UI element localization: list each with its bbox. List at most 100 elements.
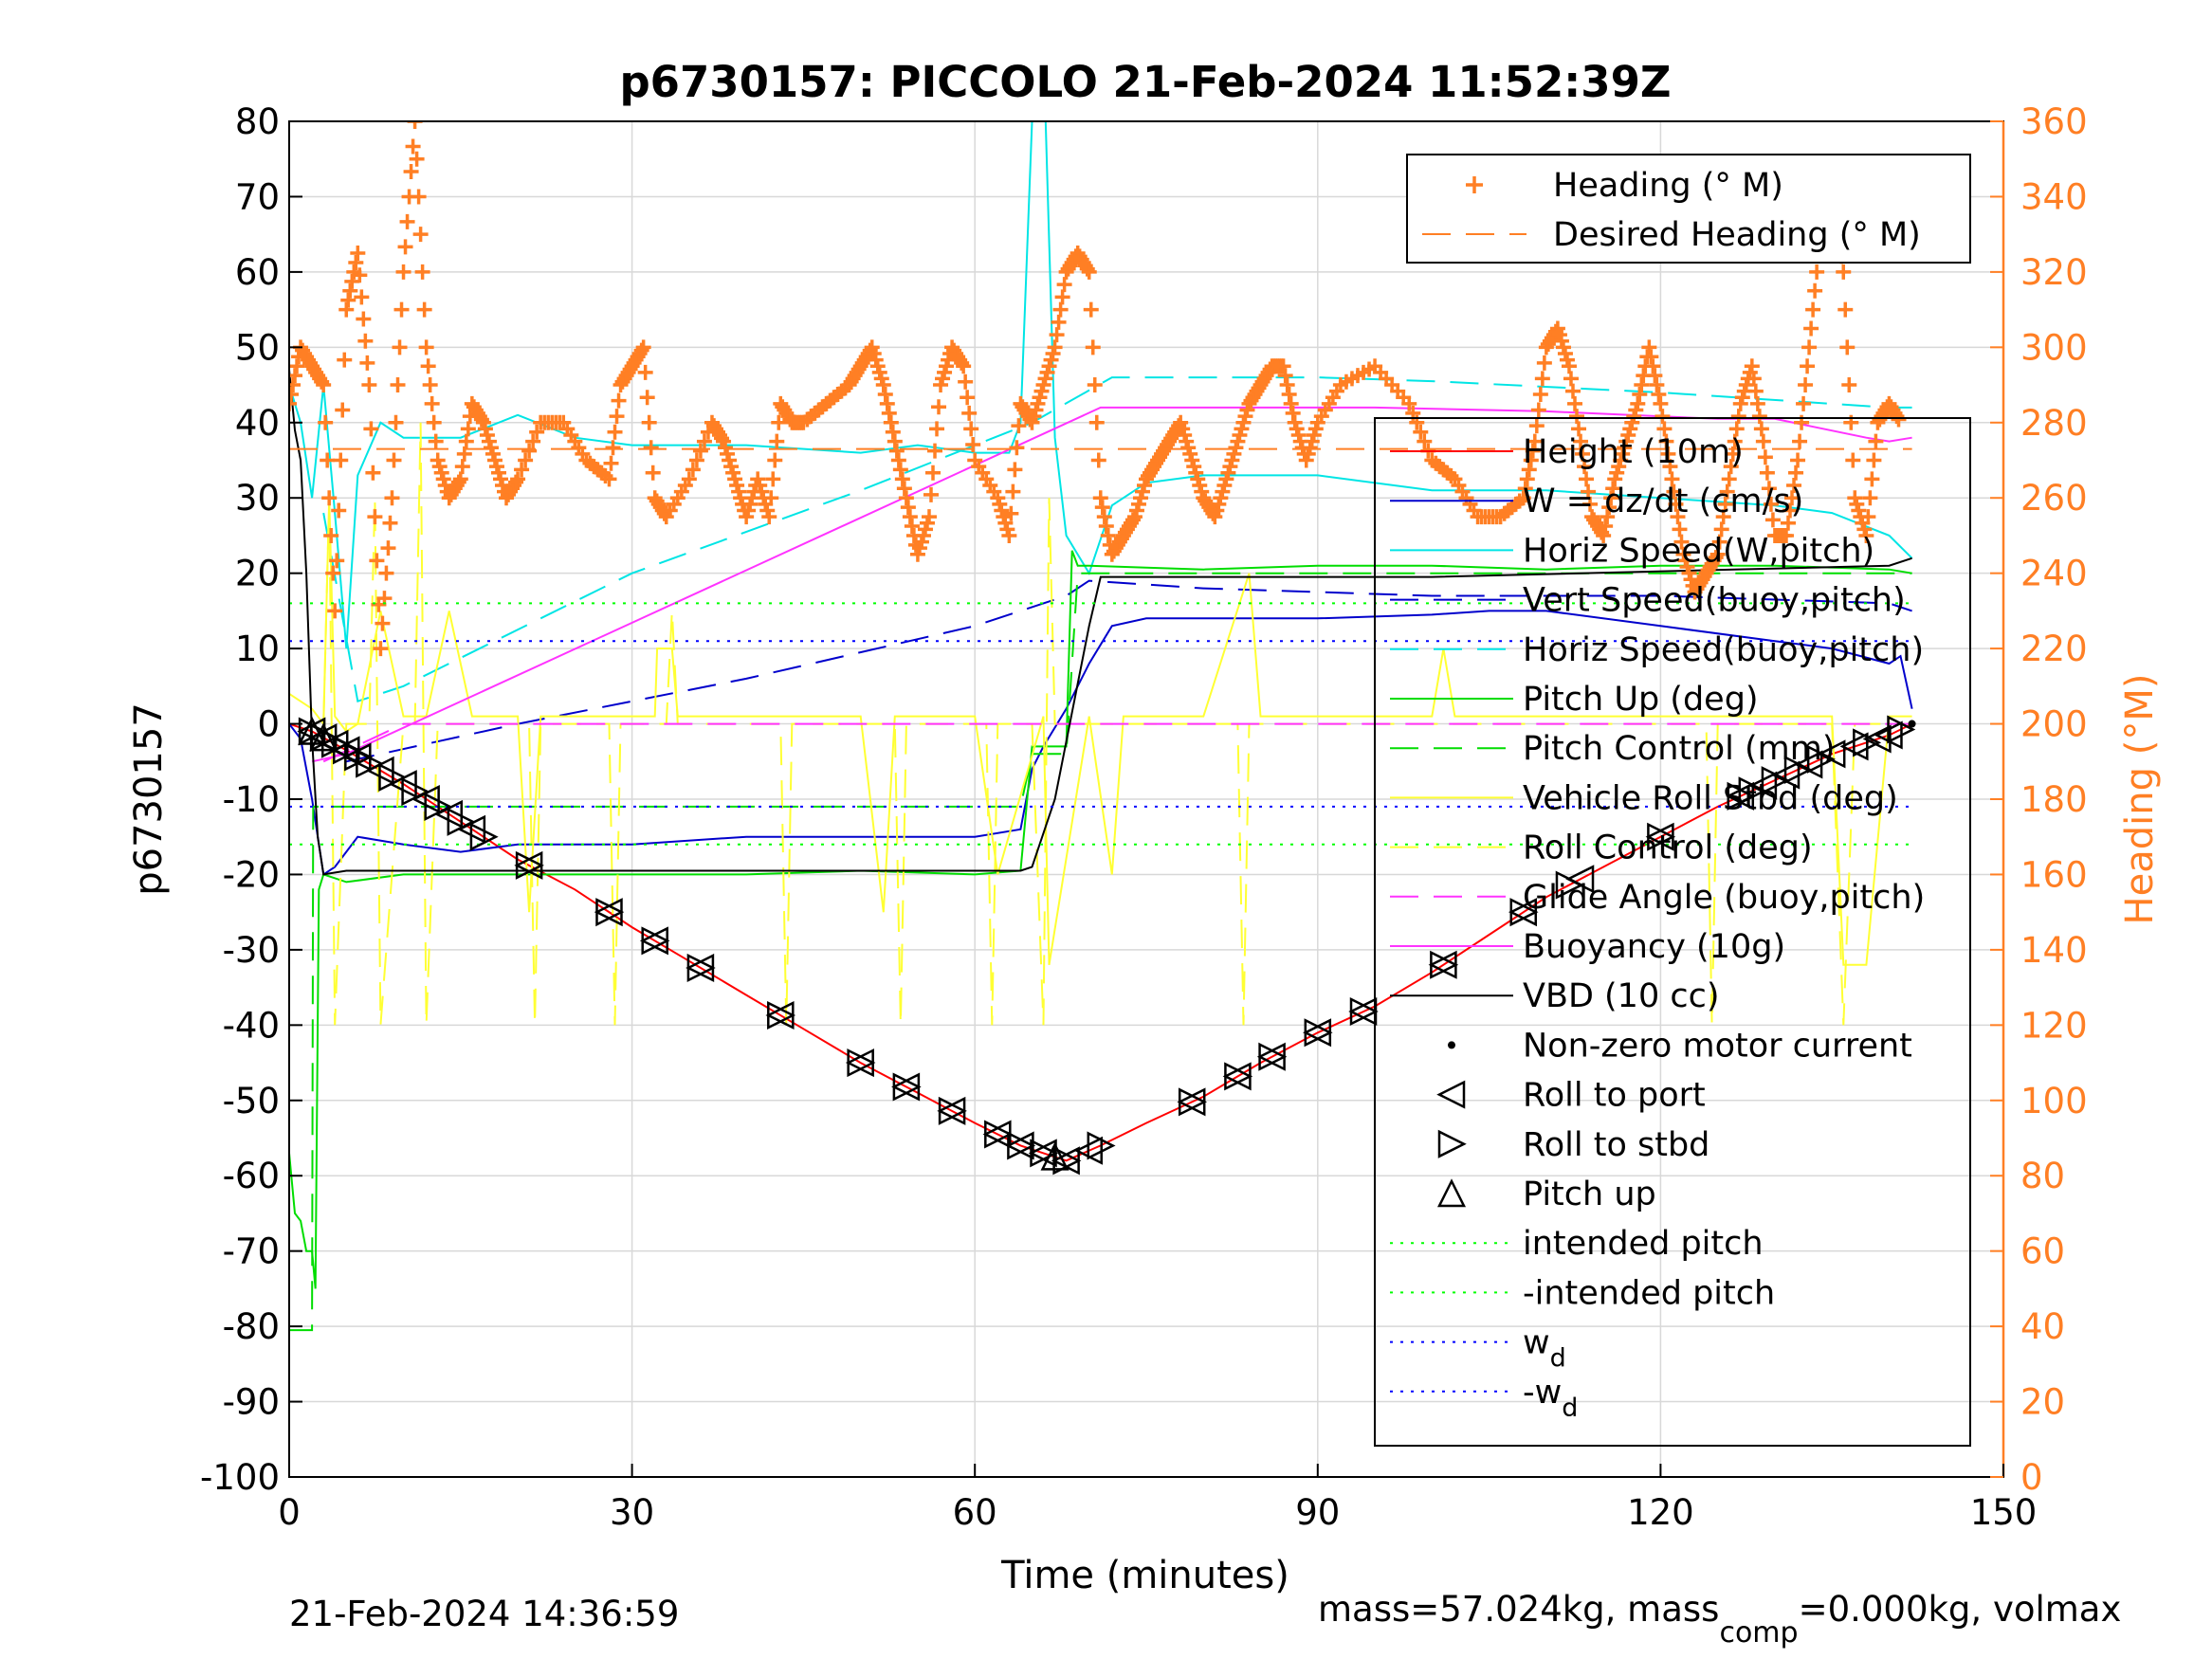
legend-main-entry: Vert Speed(buoy,pitch): [1523, 582, 1906, 620]
y-tick-label-left: -50: [223, 1081, 280, 1121]
heading-point: [321, 490, 338, 506]
x-tick-label: 30: [610, 1492, 654, 1533]
heading-point: [1005, 483, 1021, 500]
heading-point: [1579, 471, 1595, 487]
legend-main-entry: Roll to port: [1523, 1077, 1706, 1115]
y-tick-label-left: 30: [235, 478, 280, 519]
heading-point: [510, 471, 526, 487]
heading-point: [518, 452, 534, 468]
heading-point: [1525, 443, 1541, 459]
heading-point: [414, 264, 430, 280]
legend-swatch: [1436, 1080, 1466, 1109]
heading-point: [890, 452, 906, 468]
y-tick-label-right: 140: [2020, 930, 2088, 971]
y-tick-label-left: 20: [235, 554, 280, 594]
heading-point: [1600, 509, 1616, 525]
heading-point: [1281, 386, 1297, 402]
heading-point: [1634, 377, 1650, 393]
legend-main-entry: Pitch Up (deg): [1523, 681, 1759, 719]
y-axis-label-right: Heading (°M): [2118, 674, 2162, 925]
heading-point: [1662, 459, 1678, 475]
heading-point: [1096, 509, 1112, 525]
y-tick-label-right: 100: [2020, 1081, 2088, 1121]
heading-point: [1651, 386, 1667, 402]
legend-subscript: d: [1562, 1394, 1578, 1423]
roll-to-stbd-marker: [1783, 755, 1813, 785]
y-tick-label-left: -10: [223, 779, 280, 820]
heading-point: [1664, 471, 1680, 487]
heading-point: [344, 273, 360, 289]
x-tick-label: 60: [953, 1492, 997, 1533]
heading-point: [1836, 264, 1852, 280]
heading-point: [896, 481, 912, 497]
heading-point: [1788, 465, 1804, 481]
y-tick-label-right: 220: [2020, 629, 2088, 669]
roll-to-stbd-marker: [641, 926, 670, 956]
heading-point: [1647, 368, 1663, 384]
heading-point: [373, 641, 389, 657]
heading-point: [761, 509, 777, 525]
heading-point: [881, 405, 897, 421]
series-vehicle-roll-stbd-deg: [289, 498, 1912, 966]
x-tick-label: 120: [1627, 1492, 1694, 1533]
footer-mass: mass=57.024kg, masscomp=0.000kg, volmax: [1318, 1589, 2121, 1650]
roll-to-stbd-marker: [1555, 870, 1584, 900]
heading-point: [603, 455, 619, 471]
legend-main-entry: Roll to stbd: [1523, 1126, 1709, 1164]
roll-to-stbd-marker: [1509, 898, 1539, 927]
y-tick-label-right: 180: [2020, 779, 2088, 820]
roll-to-port-marker: [1862, 724, 1892, 754]
heading-point: [1670, 509, 1686, 525]
legend-swatch: [1437, 1129, 1467, 1158]
heading-point: [1092, 490, 1108, 506]
heading-point: [1054, 289, 1070, 305]
y-tick-label-left: -40: [223, 1005, 280, 1046]
heading-point: [314, 374, 330, 390]
series-horiz-speed-buoy-pitch: [322, 376, 1912, 703]
marker-layer: [297, 715, 1916, 1176]
heading-point: [1643, 349, 1659, 365]
legend-main-entry: Pitch up: [1523, 1176, 1656, 1213]
heading-point: [409, 151, 425, 167]
heading-point: [771, 414, 787, 430]
heading-point: [1571, 421, 1587, 437]
heading-point: [289, 395, 297, 411]
roll-to-stbd-marker: [1647, 822, 1676, 851]
heading-point: [1401, 395, 1417, 411]
y-tick-label-right: 240: [2020, 554, 2088, 594]
heading-point: [925, 465, 941, 481]
heading-point: [1521, 462, 1537, 478]
heading-point: [411, 189, 427, 205]
heading-point: [927, 443, 943, 459]
heading-point: [963, 421, 979, 437]
y-tick-label-left: -100: [200, 1457, 280, 1498]
heading-point: [316, 377, 332, 393]
heading-point: [375, 615, 391, 631]
heading-point: [961, 405, 978, 421]
heading-point: [921, 509, 937, 525]
heading-point: [956, 358, 972, 374]
heading-point: [473, 411, 489, 428]
heading-point: [1124, 512, 1141, 528]
legend-subscript: d: [1550, 1344, 1566, 1374]
heading-point: [348, 254, 364, 270]
heading-point: [1011, 418, 1027, 434]
legend-main: Height (10m) W = dz/dt (cm/s) Horiz Speed(…: [1374, 417, 1971, 1447]
y-tick-label-left: -70: [223, 1231, 280, 1272]
heading-point: [1536, 355, 1552, 371]
heading-point: [641, 414, 657, 430]
heading-point: [1763, 496, 1779, 512]
heading-point: [333, 452, 349, 468]
heading-point: [1094, 500, 1110, 516]
y-tick-label-right: 0: [2020, 1457, 2043, 1498]
heading-point: [1654, 409, 1671, 425]
heading-point: [1085, 339, 1101, 356]
heading-point: [390, 377, 406, 393]
legend-main-entry: Buoyancy (10g): [1523, 928, 1785, 966]
roll-to-stbd-marker: [984, 1120, 1014, 1149]
legend-main-entry: -intended pitch: [1523, 1274, 1775, 1312]
heading-point: [605, 440, 621, 456]
heading-point: [452, 471, 468, 487]
heading-point: [1757, 449, 1773, 465]
heading-point: [335, 402, 351, 418]
